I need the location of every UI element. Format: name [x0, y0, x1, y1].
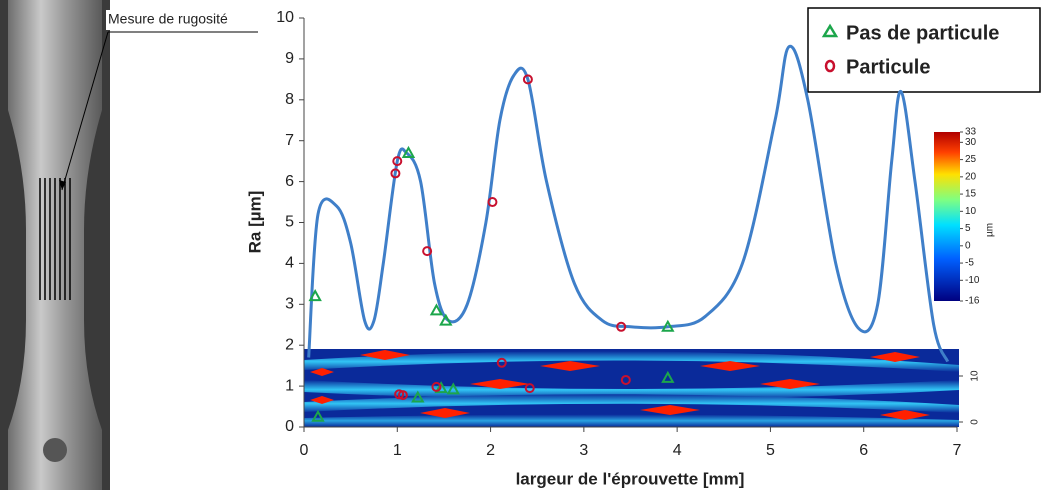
- y-tick-label: 10: [276, 9, 294, 26]
- x-tick-label: 1: [393, 442, 402, 459]
- marker-triangle: [308, 289, 322, 302]
- legend-label: Particule: [846, 56, 930, 78]
- y-tick-label: 7: [285, 132, 294, 149]
- ra-curve: [307, 44, 950, 363]
- colorbar-tick-label: 15: [965, 189, 977, 200]
- legend-marker: [821, 23, 839, 38]
- colorbar-tick-label: 5: [965, 223, 971, 234]
- x-tick-label: 3: [579, 442, 588, 459]
- colorbar-tick-label: 20: [965, 171, 977, 182]
- marker-circle: [487, 197, 498, 208]
- marker-triangle: [311, 409, 325, 422]
- x-tick-label: 7: [953, 442, 962, 459]
- y-tick-label: 4: [285, 255, 294, 272]
- marker-circle: [422, 246, 433, 257]
- y-tick-label: 1: [285, 377, 294, 394]
- marker-circle: [390, 168, 401, 179]
- x-tick-label: 5: [766, 442, 775, 459]
- marker-circle: [524, 383, 535, 394]
- marker-circle: [431, 381, 442, 392]
- marker-circle: [392, 156, 403, 167]
- x-tick-label: 6: [859, 442, 868, 459]
- colorbar-unit: µm: [985, 223, 996, 237]
- colorbar-tick-label: 10: [965, 206, 977, 217]
- colorbar-tick-label: 25: [965, 154, 977, 165]
- marker-triangle: [401, 145, 416, 158]
- x-axis-label: largeur de l'éprouvette [mm]: [516, 469, 745, 488]
- colorbar: [934, 132, 960, 301]
- y-tick-label: 3: [285, 296, 294, 313]
- legend-label: Pas de particule: [846, 22, 999, 44]
- photo-label: Mesure de rugosité: [108, 11, 228, 27]
- y-tick-label: 2: [285, 336, 294, 353]
- colorbar-tick-label: -10: [965, 275, 980, 286]
- y-tick-label: 5: [285, 214, 294, 231]
- heatmap-tick-label: 0: [970, 419, 981, 425]
- marker-circle: [620, 374, 631, 385]
- colorbar-tick-label: -5: [965, 258, 974, 269]
- legend-box: [807, 7, 1041, 93]
- colorbar-tick-label: 0: [965, 240, 971, 251]
- marker-triangle: [434, 381, 448, 394]
- marker-triangle: [411, 390, 425, 403]
- y-tick-label: 0: [285, 418, 294, 435]
- heatmap-tick-label: 10: [970, 370, 981, 382]
- x-tick-label: 0: [300, 442, 309, 459]
- y-tick-label: 8: [285, 91, 294, 108]
- marker-circle: [397, 390, 408, 401]
- colorbar-tick-label: -16: [965, 296, 980, 307]
- marker-triangle: [446, 382, 460, 395]
- heatmap: [304, 349, 967, 427]
- y-axis-label: Ra [µm]: [245, 191, 264, 254]
- y-tick-label: 6: [285, 173, 294, 190]
- specimen-photo: [0, 0, 258, 490]
- colorbar-tick-label: 30: [965, 137, 977, 148]
- marker-triangle: [439, 313, 453, 326]
- marker-circle: [616, 321, 627, 332]
- y-tick-label: 9: [285, 50, 294, 67]
- marker-circle: [522, 74, 533, 85]
- colorbar-tick-label: 33: [965, 127, 977, 138]
- legend-marker: [824, 59, 836, 73]
- marker-circle: [496, 357, 507, 368]
- x-tick-label: 4: [673, 442, 682, 459]
- marker-triangle: [661, 370, 675, 383]
- x-tick-label: 2: [486, 442, 495, 459]
- marker-triangle: [429, 303, 444, 316]
- marker-triangle: [661, 319, 675, 332]
